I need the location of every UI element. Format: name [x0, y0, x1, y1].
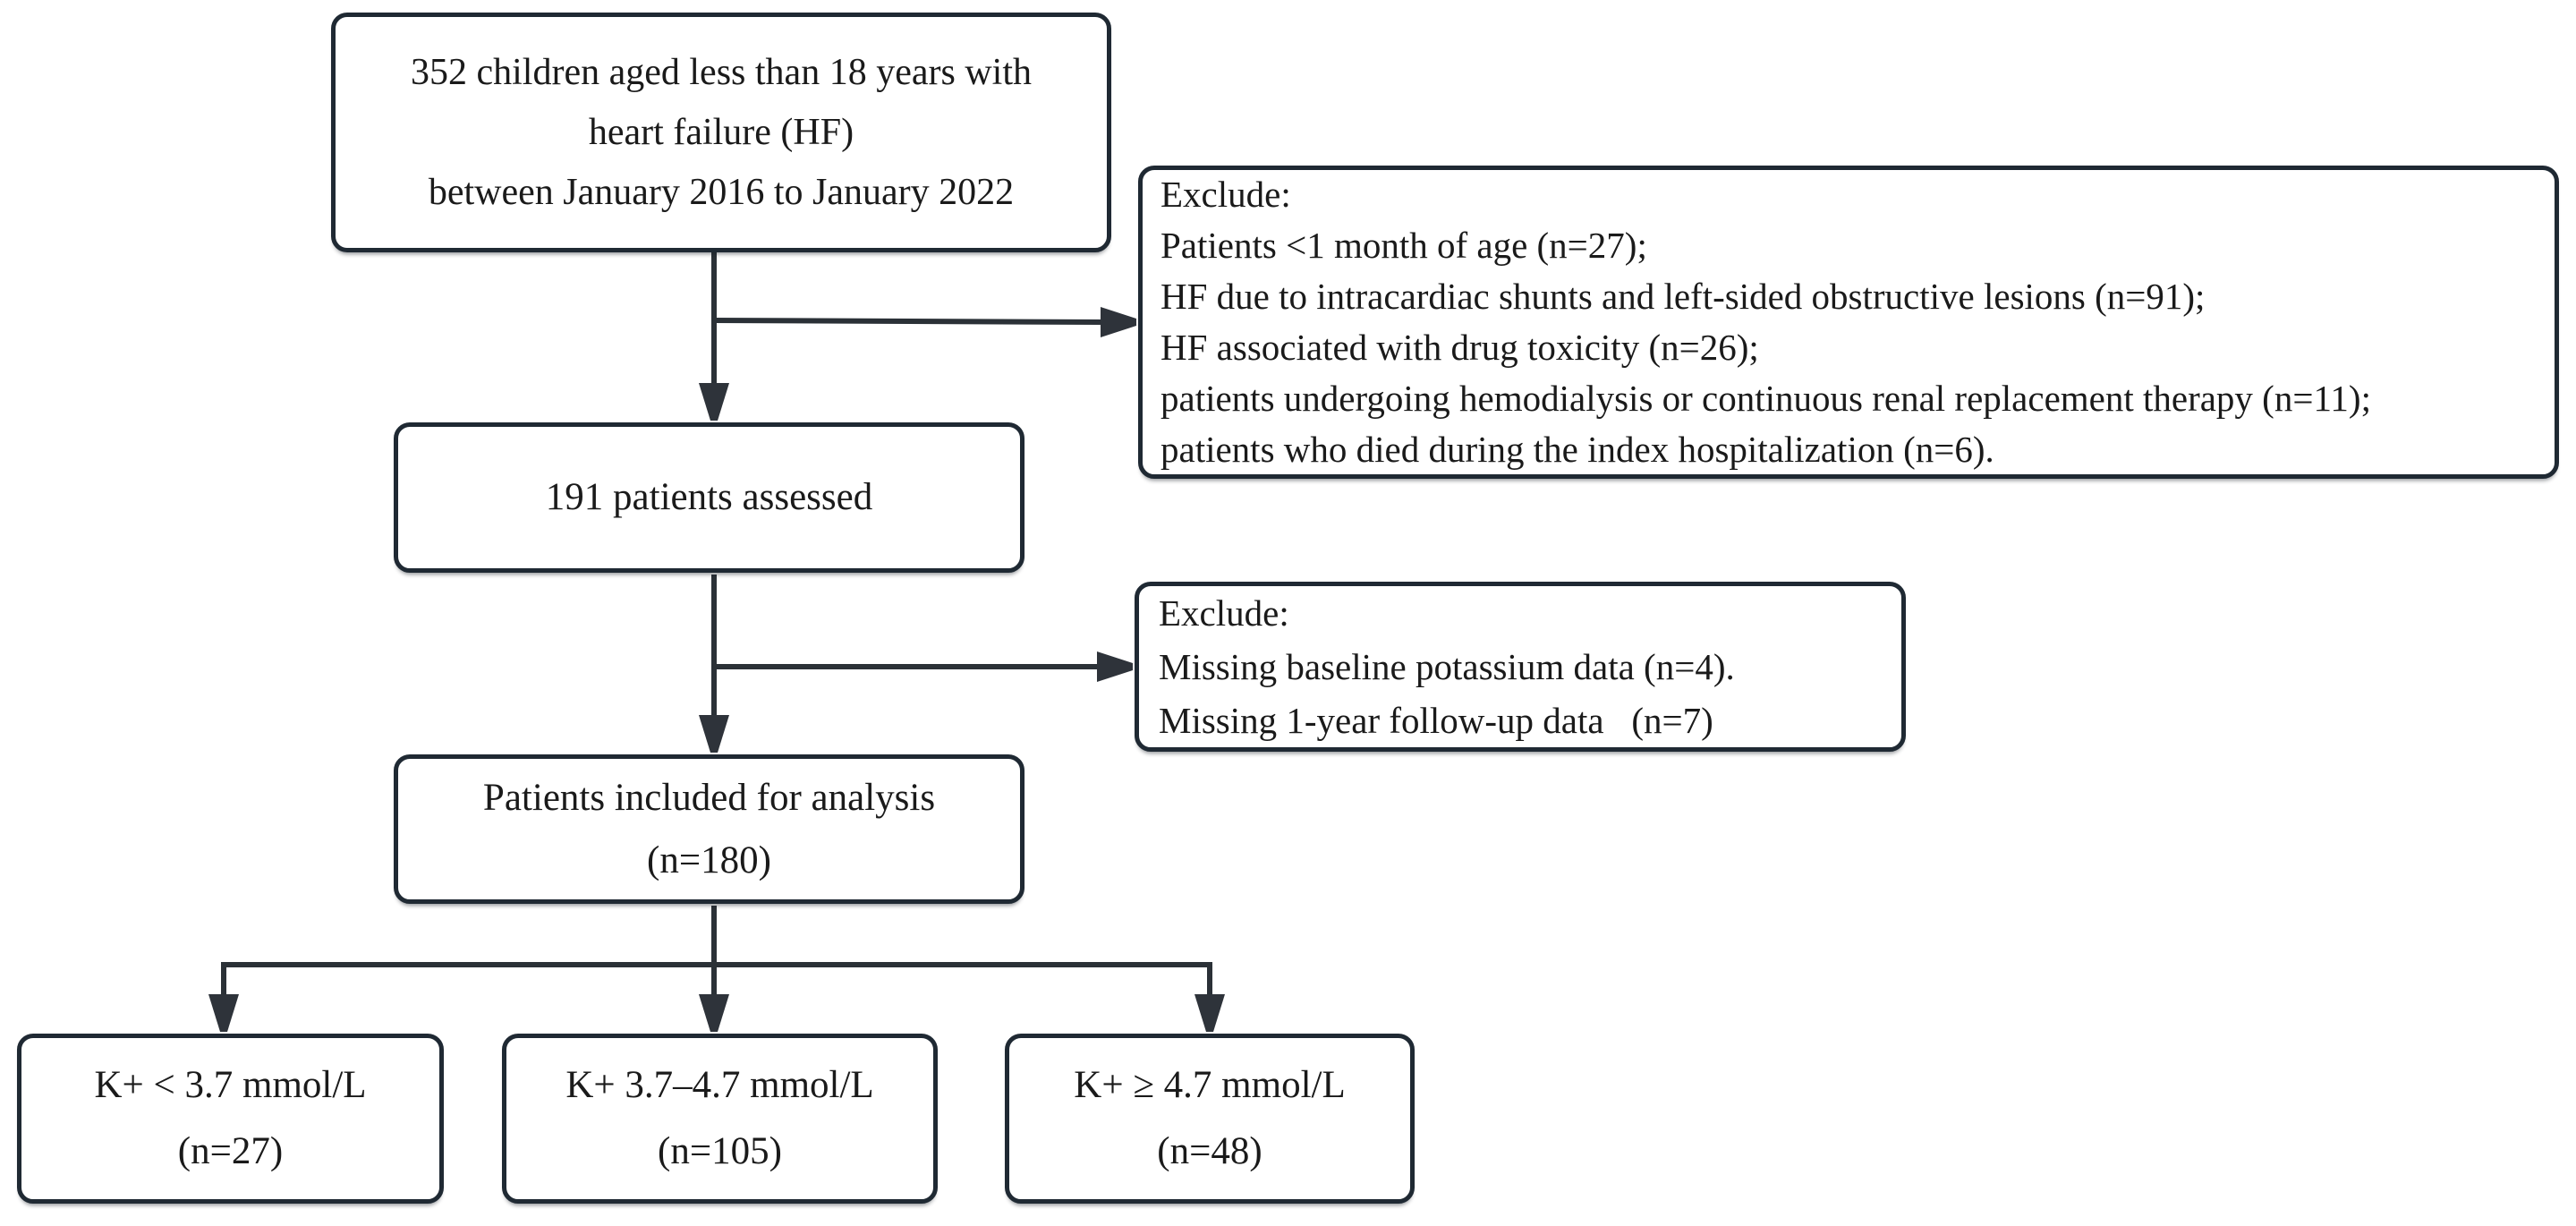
arrowhead-down-included-icon [699, 715, 729, 753]
enrollment-line: heart failure (HF) [588, 111, 854, 153]
arrowhead-down-kmid-icon [699, 994, 729, 1032]
group-count: (n=27) [177, 1130, 284, 1172]
exclusion-item: Missing baseline potassium data (n=4). [1159, 646, 1735, 687]
box-potassium-high: K+ ≥ 4.7 mmol/L (n=48) [1005, 1034, 1415, 1204]
enrollment-line: between January 2016 to January 2022 [428, 171, 1015, 213]
flow-line-to-exclude1 [713, 318, 1105, 325]
exclusion-item: HF due to intracardiac shunts and left-s… [1160, 276, 2206, 317]
exclusion-heading: Exclude: [1160, 174, 1291, 215]
arrowhead-down-khigh-icon [1194, 994, 1225, 1032]
group-count: (n=105) [658, 1130, 782, 1172]
group-count: (n=48) [1157, 1130, 1262, 1172]
box-exclusions-second: Exclude: Missing baseline potassium data… [1135, 582, 1906, 752]
group-label: K+ < 3.7 mmol/L [94, 1064, 367, 1106]
arrowhead-down-klow-icon [208, 994, 239, 1032]
box-assessed: 191 patients assessed [394, 422, 1024, 573]
enrollment-line: 352 children aged less than 18 years wit… [411, 51, 1032, 93]
exclusion-item: patients undergoing hemodialysis or cont… [1160, 378, 2371, 419]
exclusion-item: Patients <1 month of age (n=27); [1160, 225, 1647, 266]
box-exclusions-first: Exclude: Patients <1 month of age (n=27)… [1138, 166, 2559, 479]
arrowhead-right-exclude2-icon [1097, 651, 1133, 682]
included-line: Patients included for analysis [482, 776, 936, 819]
included-count: (n=180) [647, 839, 771, 881]
arrowhead-right-exclude1-icon [1101, 307, 1136, 337]
box-potassium-mid: K+ 3.7–4.7 mmol/L (n=105) [502, 1034, 938, 1204]
group-label: K+ 3.7–4.7 mmol/L [565, 1064, 874, 1106]
exclusion-item: patients who died during the index hospi… [1160, 429, 1994, 470]
exclusion-heading: Exclude: [1159, 592, 1289, 634]
exclusion-item: Missing 1-year follow-up data (n=7) [1159, 700, 1713, 741]
assessed-line: 191 patients assessed [545, 476, 873, 518]
box-included: Patients included for analysis (n=180) [394, 754, 1024, 904]
arrowhead-down-assessed-icon [699, 383, 729, 421]
box-enrollment: 352 children aged less than 18 years wit… [331, 13, 1111, 252]
exclusion-item: HF associated with drug toxicity (n=26); [1160, 327, 1759, 368]
box-potassium-low: K+ < 3.7 mmol/L (n=27) [17, 1034, 444, 1204]
group-label: K+ ≥ 4.7 mmol/L [1074, 1064, 1346, 1106]
